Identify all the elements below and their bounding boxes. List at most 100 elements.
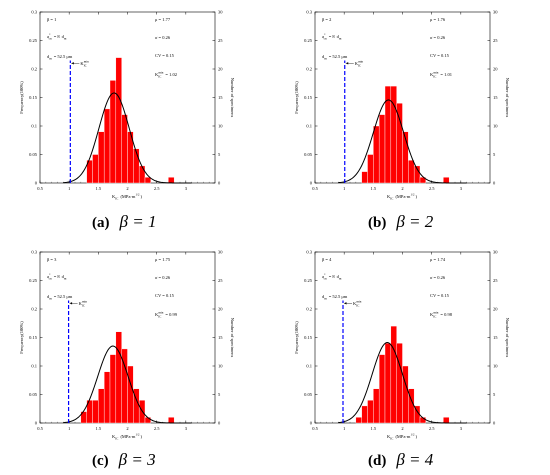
beta-annotation: β = 4 <box>322 257 332 262</box>
y-right-tick-label: 10 <box>493 364 498 369</box>
y-right-label: Number of specimens <box>230 318 235 358</box>
y-right-label: Number of specimens <box>230 78 235 118</box>
y-right-tick-label: 25 <box>493 278 498 283</box>
histogram-bar <box>367 400 374 424</box>
histogram-bar <box>133 148 140 184</box>
histogram-bar <box>390 325 397 424</box>
y-right-tick-label: 0 <box>493 181 496 186</box>
histogram-bar <box>115 57 122 184</box>
y-right-tick-label: 15 <box>218 95 223 100</box>
histogram-bar <box>373 125 380 184</box>
sigma-annotation: σ = 0.26 <box>155 35 171 40</box>
y-left-tick-label: 0.3 <box>31 10 37 15</box>
panel-caption: (b) β = 2 <box>368 212 434 231</box>
x-axis-label: KIC (MPa·m1/2) <box>112 193 143 201</box>
x-tick-label: 1.5 <box>371 426 377 431</box>
y-right-tick-label: 10 <box>218 364 223 369</box>
histogram-bar <box>396 343 403 424</box>
y-left-tick-label: 0.2 <box>31 67 37 72</box>
y-left-tick-label: 0 <box>310 181 313 186</box>
histogram-bar <box>98 131 105 184</box>
kmin-label: KICmin <box>353 299 362 307</box>
cv-annotation: CV = 0.15 <box>155 53 175 58</box>
histogram-bar <box>378 354 386 424</box>
y-left-tick-label: 0.15 <box>29 95 38 100</box>
histogram-bar <box>144 177 152 184</box>
y-right-tick-label: 25 <box>218 38 223 43</box>
kmin-label: KICmin <box>79 299 88 307</box>
histogram-bar <box>443 177 450 184</box>
y-right-tick-label: 10 <box>218 124 223 129</box>
dm-annotation: dm = 52.5 μm <box>322 294 348 301</box>
x-tick-label: 3 <box>185 186 188 191</box>
y-right-tick-label: 30 <box>493 250 498 255</box>
y-left-tick-label: 0.25 <box>304 38 313 43</box>
histogram-panel-2: 0.5 1 1.5 2 2.5 300.050.10.150.20.250.3051015… <box>294 10 510 232</box>
y-left-label: Frequency(100%) <box>294 81 299 114</box>
cv-annotation: CV = 0.15 <box>430 53 450 58</box>
x-tick-label: 2 <box>401 186 403 191</box>
dm-annotation: dm = 52.5 μm <box>322 54 348 61</box>
histogram-bar <box>103 108 111 184</box>
histogram-bar <box>92 400 99 424</box>
kmin-value-annotation: KICmin = 1.01 <box>430 71 452 79</box>
kmin-value-annotation: KICmin = 0.99 <box>155 311 178 319</box>
dm-annotation: dm = 52.5 μm <box>47 294 73 301</box>
histogram-bar <box>402 365 409 424</box>
histogram-bar <box>413 165 421 184</box>
y-left-tick-label: 0.15 <box>29 335 38 340</box>
y-left-tick-label: 0.25 <box>29 38 38 43</box>
sigma-annotation: σ = 0.26 <box>430 35 446 40</box>
histogram-panel-4: 0.5 1 1.5 2 2.5 300.050.10.150.20.250.3051015… <box>294 250 510 470</box>
y-right-tick-label: 0 <box>218 181 221 186</box>
x-tick-label: 2.5 <box>154 426 160 431</box>
histogram-bar <box>396 102 403 184</box>
y-left-tick-label: 0 <box>35 421 38 426</box>
x-tick-label: 2 <box>126 186 128 191</box>
y-left-label: Frequency(100%) <box>294 321 299 354</box>
y-left-tick-label: 0.3 <box>31 250 37 255</box>
x-tick-label: 2.5 <box>429 426 435 431</box>
histogram-bar <box>168 177 175 184</box>
histogram-bar <box>443 417 450 424</box>
x-tick-label: 1.5 <box>371 186 377 191</box>
x-axis-label: KIC (MPa·m1/2) <box>387 433 418 441</box>
y-right-tick-label: 5 <box>218 152 221 157</box>
y-right-tick-label: 0 <box>493 421 496 426</box>
y-right-tick-label: 30 <box>493 10 498 15</box>
histogram-bar <box>384 343 392 424</box>
y-left-tick-label: 0.05 <box>304 392 313 397</box>
y-right-label: Number of specimens <box>505 78 510 118</box>
y-left-tick-label: 0.15 <box>304 95 313 100</box>
y-right-tick-label: 15 <box>493 95 498 100</box>
y-right-tick-label: 5 <box>218 392 221 397</box>
x-tick-label: 2 <box>126 426 128 431</box>
y-left-tick-label: 0.3 <box>306 250 312 255</box>
x-tick-label: 0.5 <box>37 426 43 431</box>
y-right-tick-label: 25 <box>493 38 498 43</box>
histogram-bar <box>361 171 368 184</box>
histogram-bar <box>109 354 117 424</box>
histogram-bar <box>168 417 175 424</box>
y-right-tick-label: 25 <box>218 278 223 283</box>
mu-annotation: μ = 1.74 <box>430 257 446 262</box>
y-right-tick-label: 30 <box>218 250 223 255</box>
y-left-tick-label: 0 <box>310 421 313 426</box>
mu-annotation: μ = 1.76 <box>430 17 446 22</box>
cv-annotation: CV = 0.15 <box>155 293 175 298</box>
kmin-arrow-head <box>344 302 347 305</box>
beta-annotation: β = 2 <box>322 17 331 22</box>
normal-fit-curve <box>63 345 192 424</box>
a-cn-annotation: a* cn = 8 dm <box>47 33 67 41</box>
y-right-tick-label: 0 <box>218 421 221 426</box>
mu-annotation: μ = 1.75 <box>155 257 171 262</box>
x-tick-label: 0.5 <box>312 426 318 431</box>
y-left-tick-label: 0 <box>35 181 38 186</box>
x-tick-label: 1 <box>68 186 70 191</box>
histogram-bar <box>402 131 409 184</box>
x-tick-label: 1 <box>343 186 345 191</box>
beta-annotation: β = 3 <box>47 257 57 262</box>
kmin-arrow-head <box>345 62 349 65</box>
y-left-label: Frequency(100%) <box>19 81 24 114</box>
